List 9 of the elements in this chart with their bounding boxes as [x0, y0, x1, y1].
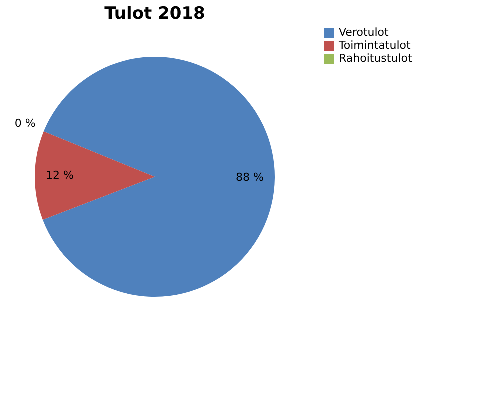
chart-title: Tulot 2018 — [104, 4, 206, 24]
pie-slice — [42, 57, 275, 297]
data-label: 12 % — [46, 168, 74, 182]
text: 0 % — [14, 117, 36, 130]
legend-label: Verotulot — [339, 26, 390, 39]
legend-label: Rahoitustulot — [339, 52, 413, 65]
data-label: 88 % — [236, 171, 264, 184]
pie-slice — [35, 132, 155, 220]
legend-label: Toimintatulot — [338, 39, 412, 52]
